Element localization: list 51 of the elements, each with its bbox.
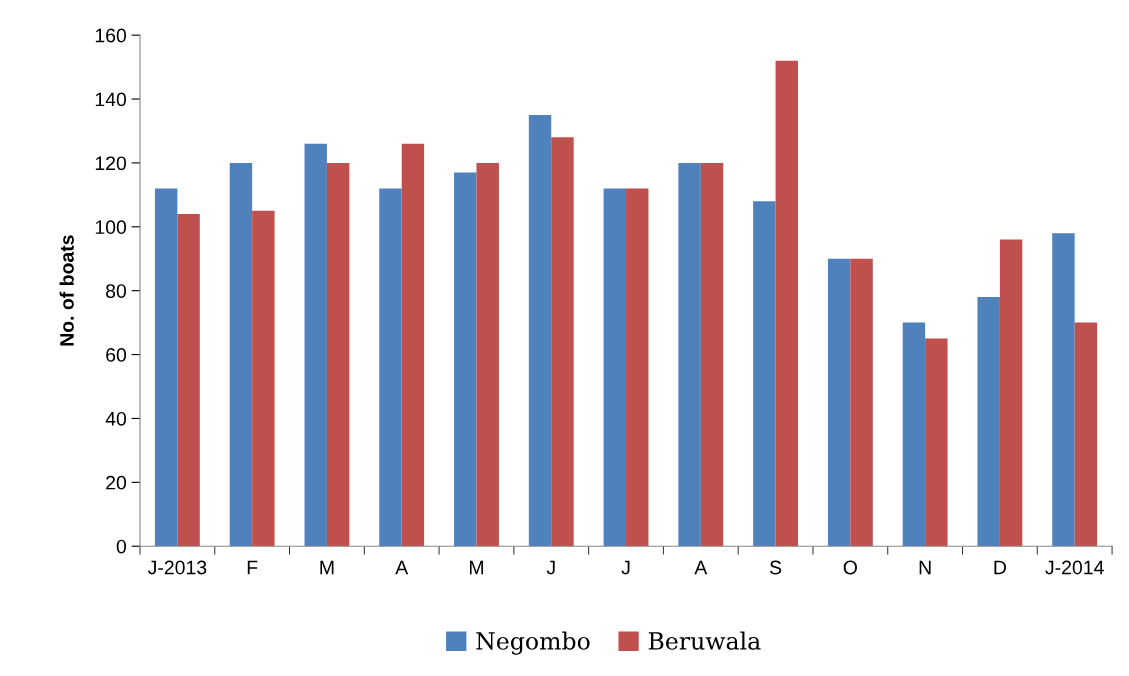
- x-tick-label: M: [320, 560, 334, 575]
- x-tick-label: N: [919, 560, 931, 575]
- bar: [678, 162, 701, 547]
- x-tick-label: S: [769, 560, 782, 575]
- bar: [925, 338, 948, 547]
- bar: [454, 172, 477, 547]
- bar: [252, 210, 275, 547]
- y-tick-label: 120: [95, 156, 127, 171]
- y-tick-label: 100: [95, 220, 127, 235]
- bar: [326, 162, 350, 547]
- x-tick-label: O: [843, 560, 857, 575]
- bar: [1074, 322, 1098, 547]
- y-axis-title: No. of boats: [59, 235, 74, 346]
- y-tick-label: 0: [116, 539, 127, 554]
- y-tick-label: 40: [105, 411, 127, 426]
- x-tick-label: F: [247, 560, 258, 575]
- bar: [229, 162, 253, 547]
- bar: [753, 201, 776, 547]
- x-tick-label: J-2013: [147, 560, 207, 575]
- y-tick-label: 20: [106, 475, 127, 490]
- y-tick-label: 60: [106, 348, 127, 362]
- y-tick-label: 140: [95, 92, 127, 107]
- bar: [1052, 233, 1075, 547]
- bar: [626, 188, 649, 547]
- bar: [177, 214, 200, 547]
- x-tick-label: J: [621, 560, 630, 575]
- x-tick-label: J-2014: [1045, 560, 1104, 575]
- bar: [379, 188, 402, 547]
- bar: [304, 143, 327, 547]
- bar: [551, 137, 574, 547]
- bar: [603, 188, 627, 547]
- x-tick-label: M: [469, 560, 483, 575]
- y-tick-label: 80: [106, 284, 127, 298]
- bar: [401, 143, 425, 547]
- x-tick-label: D: [994, 560, 1006, 575]
- bar: [154, 188, 178, 547]
- legend-label: Negombo: [476, 631, 590, 655]
- bar: [775, 60, 799, 547]
- legend-label: Beruwala: [648, 631, 761, 650]
- bar: [476, 162, 499, 547]
- x-tick-label: A: [694, 560, 708, 575]
- bar: [850, 258, 873, 547]
- x-tick-label: A: [395, 560, 409, 575]
- y-tick-label: 160: [95, 28, 127, 43]
- x-tick-label: J: [546, 560, 555, 575]
- bar: [902, 322, 926, 547]
- bar: [999, 239, 1023, 547]
- bar: [977, 297, 1000, 547]
- bar: [827, 258, 851, 547]
- bar: [528, 115, 552, 547]
- bar: [700, 162, 724, 547]
